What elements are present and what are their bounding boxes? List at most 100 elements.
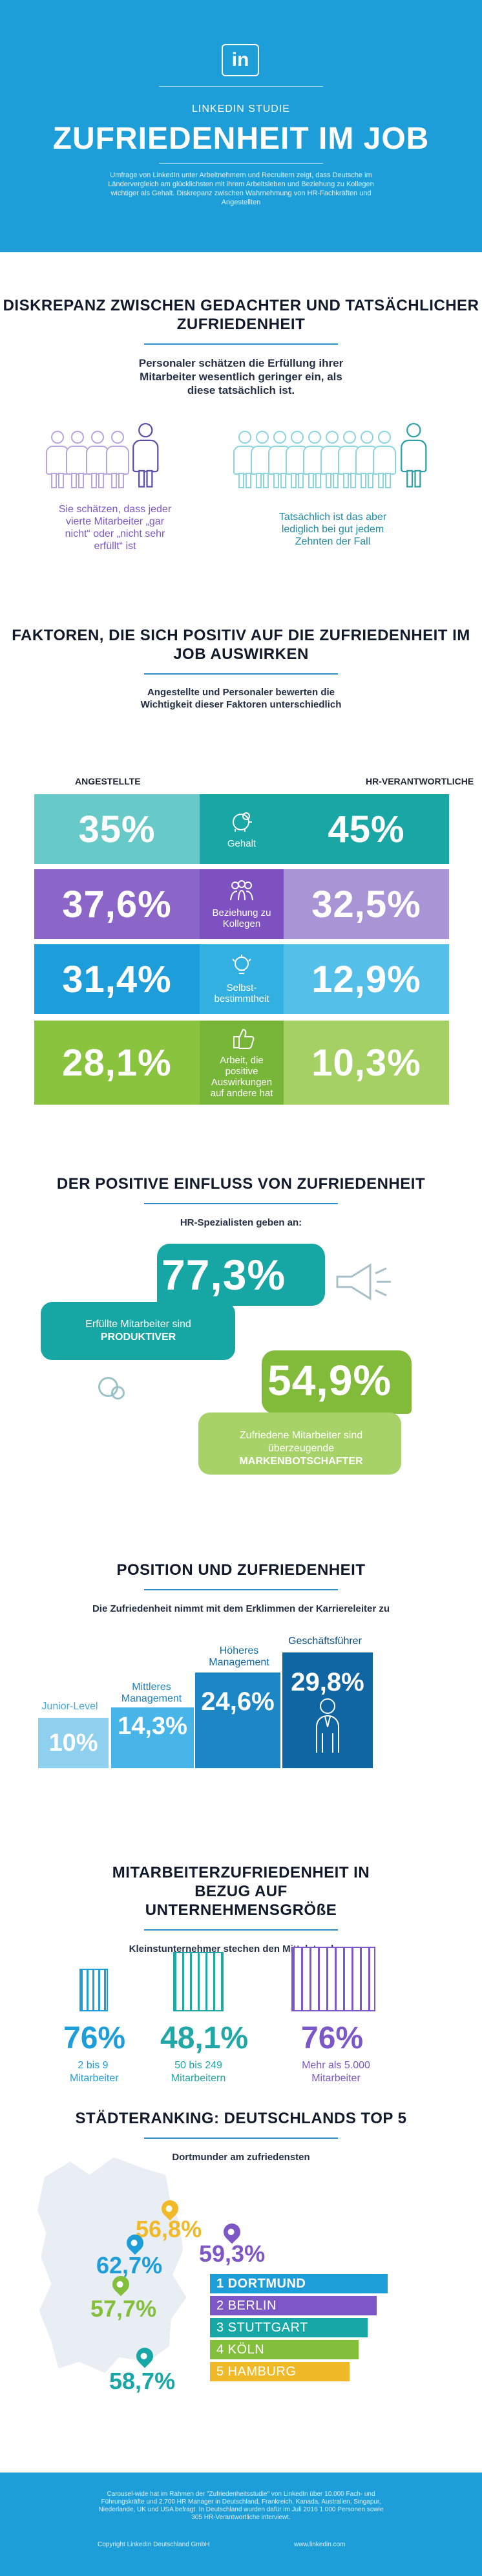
senior-management-label: Höheres Management xyxy=(209,1645,269,1668)
executive-bar: 29,8% xyxy=(282,1652,373,1768)
ambassador-text: Zufriedene Mitarbeiter sind überzeugende… xyxy=(217,1429,385,1468)
discrepancy-section: DISKREPANZ ZWISCHEN GEDACHTER UND TATSÄC… xyxy=(0,296,482,397)
productivity-line-2: PRODUKTIVER xyxy=(100,1332,176,1343)
hero-description: Umfrage von LinkedIn unter Arbeitnehmern… xyxy=(108,171,374,206)
impact-lead: HR-Spezialisten geben an: xyxy=(180,1217,302,1228)
small-company-label: 2 bis 9 Mitarbeiter xyxy=(70,2060,119,2084)
hero-kicker: LINKEDIN STUDIE xyxy=(192,103,290,114)
position-title: POSITION UND ZUFRIEDENHEIT xyxy=(116,1561,366,1579)
executive-label: Geschäftsführer xyxy=(288,1636,362,1647)
dortmund-value: 62,7% xyxy=(96,2252,163,2278)
medium-company-value: 48,1% xyxy=(160,2021,249,2055)
hero-section: in LINKEDIN STUDIE ZUFRIEDENHEIT IM JOB … xyxy=(0,0,482,252)
factor-category: Beziehung zu Kollegen xyxy=(200,869,284,939)
employee-factor-value: 28,1% xyxy=(34,1021,200,1105)
executive-person-icon xyxy=(316,1698,339,1753)
factor-row: 35% Gehalt 45% xyxy=(34,794,449,864)
ambassador-value: 54,9% xyxy=(267,1356,392,1404)
junior-level-bar: 10% xyxy=(38,1718,109,1768)
ambassador-line-2: MARKENBOTSCHAFTER xyxy=(239,1456,363,1467)
productivity-text: Erfüllte Mitarbeiter sind PRODUKTIVER xyxy=(52,1318,225,1344)
factor-label: Selbst-bestimmtheit xyxy=(214,982,269,1004)
productivity-line-1: Erfüllte Mitarbeiter sind xyxy=(85,1319,191,1330)
website-link[interactable]: www.linkedin.com xyxy=(294,2541,346,2548)
footer: Carousel-wide hat im Rahmen der "Zufried… xyxy=(0,2473,482,2576)
productivity-card xyxy=(41,1302,235,1360)
piggy-bank-icon xyxy=(233,812,252,832)
hr-factor-value: 12,9% xyxy=(284,944,449,1014)
hr-factor-value: 32,5% xyxy=(284,869,449,939)
employee-factor-value: 37,6% xyxy=(34,869,200,939)
highlighted-person-icon xyxy=(400,423,428,488)
person-icon xyxy=(65,431,90,489)
small-building-icon xyxy=(79,1969,108,2011)
factors-section: FAKTOREN, DIE SICH POSITIV AUF DIE ZUFRI… xyxy=(0,626,482,711)
hr-factor-value: 45% xyxy=(284,794,449,864)
factor-row: 37,6% Beziehung zu Kollegen 32,5% xyxy=(34,869,449,939)
large-building-icon xyxy=(291,1947,375,2011)
rank-3-stuttgart: 3 STUTTGART xyxy=(210,2318,368,2337)
study-methodology: Carousel-wide hat im Rahmen der "Zufried… xyxy=(98,2491,384,2521)
city-ranking-section: STÄDTERANKING: DEUTSCHLANDS TOP 5 Dortmu… xyxy=(0,2109,482,2164)
berlin-value: 59,3% xyxy=(199,2240,266,2267)
impact-title: DER POSITIVE EINFLUSS VON ZUFRIEDENHEIT xyxy=(56,1175,426,1193)
company-size-divider xyxy=(144,1929,338,1931)
factor-row: 28,1% Arbeit, die positive Auswirkungen … xyxy=(34,1021,449,1105)
company-size-title: MITARBEITERZUFRIEDENHEIT IN BEZUG AUF UN… xyxy=(112,1864,370,1919)
highlighted-person-icon xyxy=(132,423,160,488)
thumbs-up-icon xyxy=(233,1028,255,1049)
medium-company-label: 50 bis 249 Mitarbeitern xyxy=(171,2060,226,2084)
ambassador-card xyxy=(198,1412,401,1475)
large-company-label: Mehr als 5.000 Mitarbeiter xyxy=(302,2060,370,2084)
hero-title: ZUFRIEDENHEIT IM JOB xyxy=(52,122,430,156)
rank-2-berlin: 2 BERLIN xyxy=(210,2296,377,2315)
factor-row: 31,4% Selbst-bestimmtheit 12,9% xyxy=(34,944,449,1014)
person-icon xyxy=(372,431,397,489)
rank-5-hamburg: 5 HAMBURG xyxy=(210,2362,350,2381)
company-size-section: MITARBEITERZUFRIEDENHEIT IN BEZUG AUF UN… xyxy=(0,1863,482,1956)
large-company-value: 76% xyxy=(301,2021,364,2055)
actual-quote: Tatsächlich ist das aber lediglich bei g… xyxy=(278,512,387,547)
position-section: POSITION UND ZUFRIEDENHEIT Die Zufrieden… xyxy=(0,1561,482,1616)
hr-factor-value: 10,3% xyxy=(284,1021,449,1105)
factor-label: Gehalt xyxy=(227,838,257,849)
employees-heading: ANGESTELLTE xyxy=(75,776,141,786)
hr-estimate-quote: Sie schätzen, dass jeder vierte Mitarbei… xyxy=(58,504,172,552)
position-divider xyxy=(144,1589,338,1590)
city-ranking-lead: Dortmunder am zufriedensten xyxy=(172,2152,310,2163)
person-icon xyxy=(45,431,70,489)
discrepancy-lead: Personaler schätzen die Erfüllung ihrer … xyxy=(138,357,344,396)
hr-heading: HR-VERANTWORTLICHE xyxy=(366,776,474,786)
factor-label: Beziehung zu Kollegen xyxy=(212,907,271,929)
factors-divider xyxy=(144,673,338,675)
ambassador-line-1: Zufriedene Mitarbeiter sind überzeugende xyxy=(239,1430,363,1454)
employee-factor-value: 31,4% xyxy=(34,944,200,1014)
executive-value: 29,8% xyxy=(291,1668,364,1696)
employee-factor-value: 35% xyxy=(34,794,200,864)
factor-category: Gehalt xyxy=(200,794,284,864)
hamburg-value: 56,8% xyxy=(136,2216,202,2242)
factors-title: FAKTOREN, DIE SICH POSITIV AUF DIE ZUFRI… xyxy=(12,627,470,663)
hero-top-rule xyxy=(159,86,323,87)
junior-level-label: Junior-Level xyxy=(41,1701,98,1712)
small-company-value: 76% xyxy=(63,2021,126,2055)
rank-4-cologne: 4 KÖLN xyxy=(210,2340,359,2359)
people-group-icon xyxy=(230,880,253,901)
hero-bottom-rule xyxy=(159,163,323,164)
discrepancy-title: DISKREPANZ ZWISCHEN GEDACHTER UND TATSÄC… xyxy=(3,297,479,333)
factor-category: Arbeit, die positive Auswirkungen auf an… xyxy=(200,1021,284,1105)
city-ranking-divider xyxy=(144,2138,338,2139)
person-icon xyxy=(85,431,110,489)
position-lead: Die Zufriedenheit nimmt mit dem Erklimme… xyxy=(92,1603,390,1614)
middle-management-bar: 14,3% xyxy=(111,1707,194,1768)
person-icon xyxy=(267,431,292,489)
productivity-value: 77,3% xyxy=(162,1251,286,1299)
impact-section: DER POSITIVE EINFLUSS VON ZUFRIEDENHEIT … xyxy=(0,1174,482,1229)
factors-lead: Angestellte und Personaler bewerten die … xyxy=(140,687,342,710)
impact-divider xyxy=(144,1203,338,1204)
middle-management-label: Mittleres Management xyxy=(121,1682,182,1704)
senior-management-bar: 24,6% xyxy=(195,1672,280,1768)
ambassador-value-card xyxy=(262,1350,412,1414)
cologne-value: 57,7% xyxy=(90,2295,157,2322)
company-size-lead: Kleinstunternehmer stechen den Mittelsta… xyxy=(129,1943,353,1954)
